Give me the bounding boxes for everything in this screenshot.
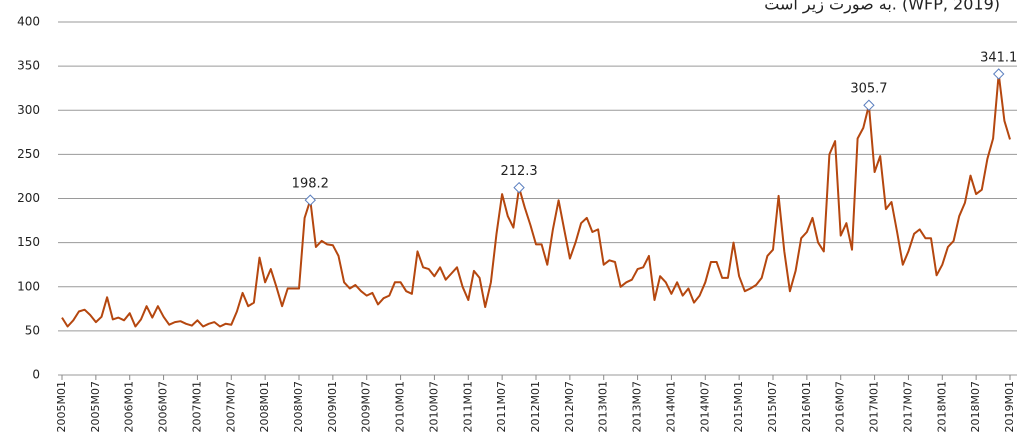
point-marker <box>304 194 316 206</box>
data-label: 198.2 <box>292 177 329 192</box>
subtitle: به صورت زیر است. (WFP, 2019) <box>764 0 1000 15</box>
x-tick-label: 2016M01 <box>800 381 813 432</box>
series-line <box>61 73 1011 328</box>
y-tick-label: 100 <box>17 279 40 293</box>
data-label: 341.1 <box>980 50 1017 65</box>
x-tick-label: 2005M01 <box>55 381 68 432</box>
y-tick-label: 250 <box>17 147 40 161</box>
x-tick-label: 2017M07 <box>901 381 914 432</box>
x-tick-label: 2012M01 <box>529 381 542 432</box>
x-tick-label: 2011M01 <box>461 381 474 432</box>
point-marker <box>993 68 1005 80</box>
x-tick-label: 2018M01 <box>935 381 948 432</box>
point-marker <box>513 181 525 194</box>
x-tick-label: 2008M07 <box>292 381 305 432</box>
x-tick-label: 2019M01 <box>1003 381 1016 432</box>
y-tick-label: 200 <box>17 191 40 205</box>
x-tick-label: 2005M07 <box>89 381 102 432</box>
x-tick-label: 2017M01 <box>868 381 881 432</box>
data-label: 305.7 <box>850 82 887 97</box>
y-tick-label: 300 <box>17 103 40 117</box>
data-label: 212.3 <box>500 164 537 179</box>
y-tick-label: 50 <box>25 323 40 337</box>
x-tick-label: 2006M01 <box>123 381 136 432</box>
x-tick-label: 2010M07 <box>427 381 440 432</box>
y-tick-label: 0 <box>32 368 40 382</box>
x-tick-label: 2014M07 <box>698 381 711 432</box>
x-tick-label: 2006M07 <box>157 381 170 432</box>
y-tick-label: 150 <box>17 235 40 249</box>
x-tick-label: 2007M07 <box>224 381 237 432</box>
x-tick-label: 2008M01 <box>258 381 271 432</box>
x-tick-label: 2015M07 <box>766 381 779 432</box>
x-tick-label: 2010M01 <box>394 381 407 432</box>
x-tick-label: 2013M01 <box>597 381 610 432</box>
x-tick-label: 2018M07 <box>969 381 982 432</box>
x-tick-label: 2013M07 <box>631 381 644 432</box>
y-tick-label: 350 <box>17 59 40 73</box>
x-tick-label: 2011M07 <box>495 381 508 432</box>
point-marker <box>863 99 875 111</box>
x-tick-label: 2009M07 <box>360 381 373 432</box>
x-tick-label: 2015M01 <box>732 381 745 432</box>
x-tick-label: 2012M07 <box>563 381 576 432</box>
x-tick-label: 2009M01 <box>326 381 339 432</box>
y-tick-label: 400 <box>17 15 40 29</box>
x-tick-label: 2007M01 <box>190 381 203 432</box>
x-tick-label: 2014M01 <box>664 381 677 432</box>
x-tick-label: 2016M07 <box>834 381 847 432</box>
